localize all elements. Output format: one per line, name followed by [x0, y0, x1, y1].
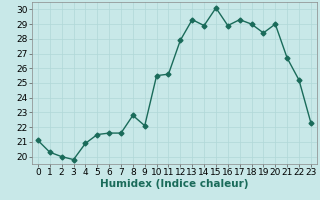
X-axis label: Humidex (Indice chaleur): Humidex (Indice chaleur)	[100, 179, 249, 189]
